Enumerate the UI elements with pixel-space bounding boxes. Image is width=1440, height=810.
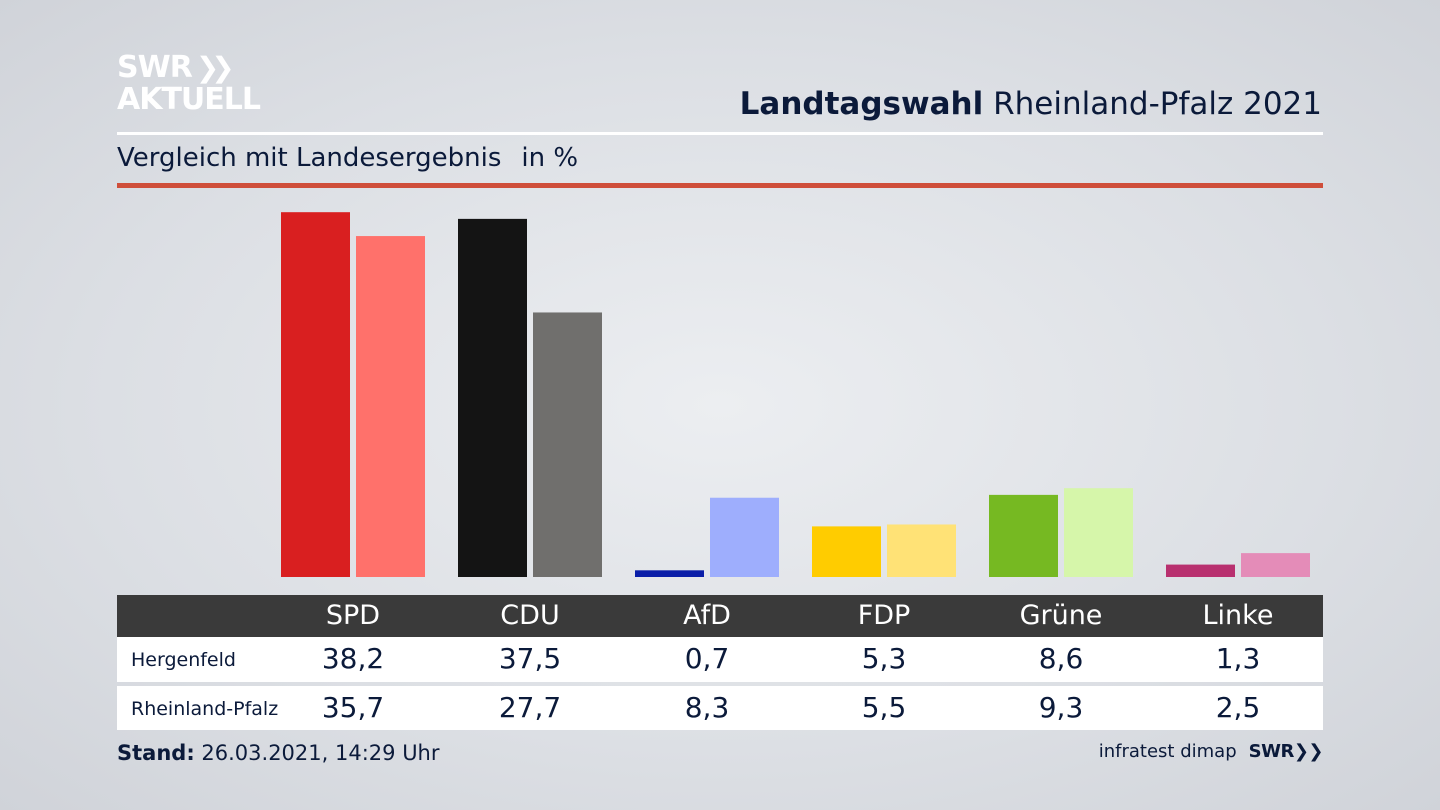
bar-afd-rheinland-pfalz [710, 497, 779, 577]
table-row: Rheinland-Pfalz 35,7 27,7 8,3 5,5 9,3 2,5 [117, 686, 1323, 730]
stand-label: Stand: [117, 741, 195, 765]
bar-afd-hergenfeld [635, 570, 704, 577]
column-header-afd: AfD [683, 600, 731, 631]
value-cdu-hergenfeld: 37,5 [498, 642, 562, 675]
logo-text-aktuell: AKTUELL [117, 82, 261, 117]
bar-linke-hergenfeld [1166, 564, 1235, 577]
row-label-hergenfeld: Hergenfeld [131, 649, 236, 671]
column-header-fdp: FDP [857, 600, 911, 631]
bar-fdp-rheinland-pfalz [887, 524, 956, 577]
title-bold: Landtagswahl [739, 86, 984, 122]
logo-text-swr: SWR [117, 50, 193, 85]
bar-cdu-hergenfeld [458, 218, 527, 577]
value-spd-rheinland-pfalz: 35,7 [321, 691, 385, 724]
table-row: Hergenfeld 38,2 37,5 0,7 5,3 8,6 1,3 [117, 637, 1323, 682]
chevrons-small-icon: ❯❯ [1293, 741, 1324, 762]
bar-gr-ne-hergenfeld [989, 494, 1058, 577]
value-linke-rheinland-pfalz: 2,5 [1215, 691, 1261, 724]
value-fdp-hergenfeld: 5,3 [861, 642, 907, 675]
chart-subtitle: Vergleich mit Landesergebnis in % [117, 143, 578, 173]
value-linke-hergenfeld: 1,3 [1215, 642, 1261, 675]
value-cdu-rheinland-pfalz: 27,7 [498, 691, 562, 724]
brand-text: SWR [1248, 741, 1295, 762]
page-title: Landtagswahl Rheinland-Pfalz 2021 [740, 86, 1322, 122]
value-spd-hergenfeld: 38,2 [321, 642, 385, 675]
swr-aktuell-logo: SWR ❯❯ AKTUELL [117, 50, 261, 117]
bar-linke-rheinland-pfalz [1241, 553, 1310, 577]
value-fdp-rheinland-pfalz: 5,5 [861, 691, 907, 724]
bar-fdp-hergenfeld [812, 526, 881, 577]
column-header-gr-ne: Grüne [1019, 600, 1103, 631]
subtitle-divider [117, 183, 1323, 188]
bar-spd-rheinland-pfalz [356, 236, 425, 577]
column-header-spd: SPD [325, 600, 381, 631]
title-divider [117, 132, 1323, 135]
stand-value: 26.03.2021, 14:29 Uhr [201, 741, 440, 765]
value-afd-hergenfeld: 0,7 [684, 642, 730, 675]
value-afd-rheinland-pfalz: 8,3 [684, 691, 730, 724]
column-header-cdu: CDU [500, 600, 560, 631]
timestamp: Stand: 26.03.2021, 14:29 Uhr [117, 741, 440, 765]
results-table: SPD CDU AfD FDP Grüne Linke Hergenfeld 38,2 37… [117, 595, 1323, 730]
source-text: infratest dimap [1098, 741, 1237, 762]
source-credit: infratest dimap SWR❯❯ [1098, 741, 1324, 762]
table-header-row: SPD CDU AfD FDP Grüne Linke [117, 595, 1323, 637]
swr-brand-logo: SWR❯❯ [1248, 741, 1324, 762]
column-header-linke: Linke [1202, 600, 1274, 631]
value-gr-ne-hergenfeld: 8,6 [1038, 642, 1084, 675]
bar-gr-ne-rheinland-pfalz [1064, 488, 1133, 577]
subtitle-text: Vergleich mit Landesergebnis [117, 143, 502, 173]
row-label-rheinland-pfalz: Rheinland-Pfalz [131, 698, 279, 720]
title-rest: Rheinland-Pfalz 2021 [993, 86, 1322, 122]
value-gr-ne-rheinland-pfalz: 9,3 [1038, 691, 1084, 724]
bar-spd-hergenfeld [281, 212, 350, 577]
bar-cdu-rheinland-pfalz [533, 312, 602, 577]
unit-label: in % [521, 143, 579, 173]
